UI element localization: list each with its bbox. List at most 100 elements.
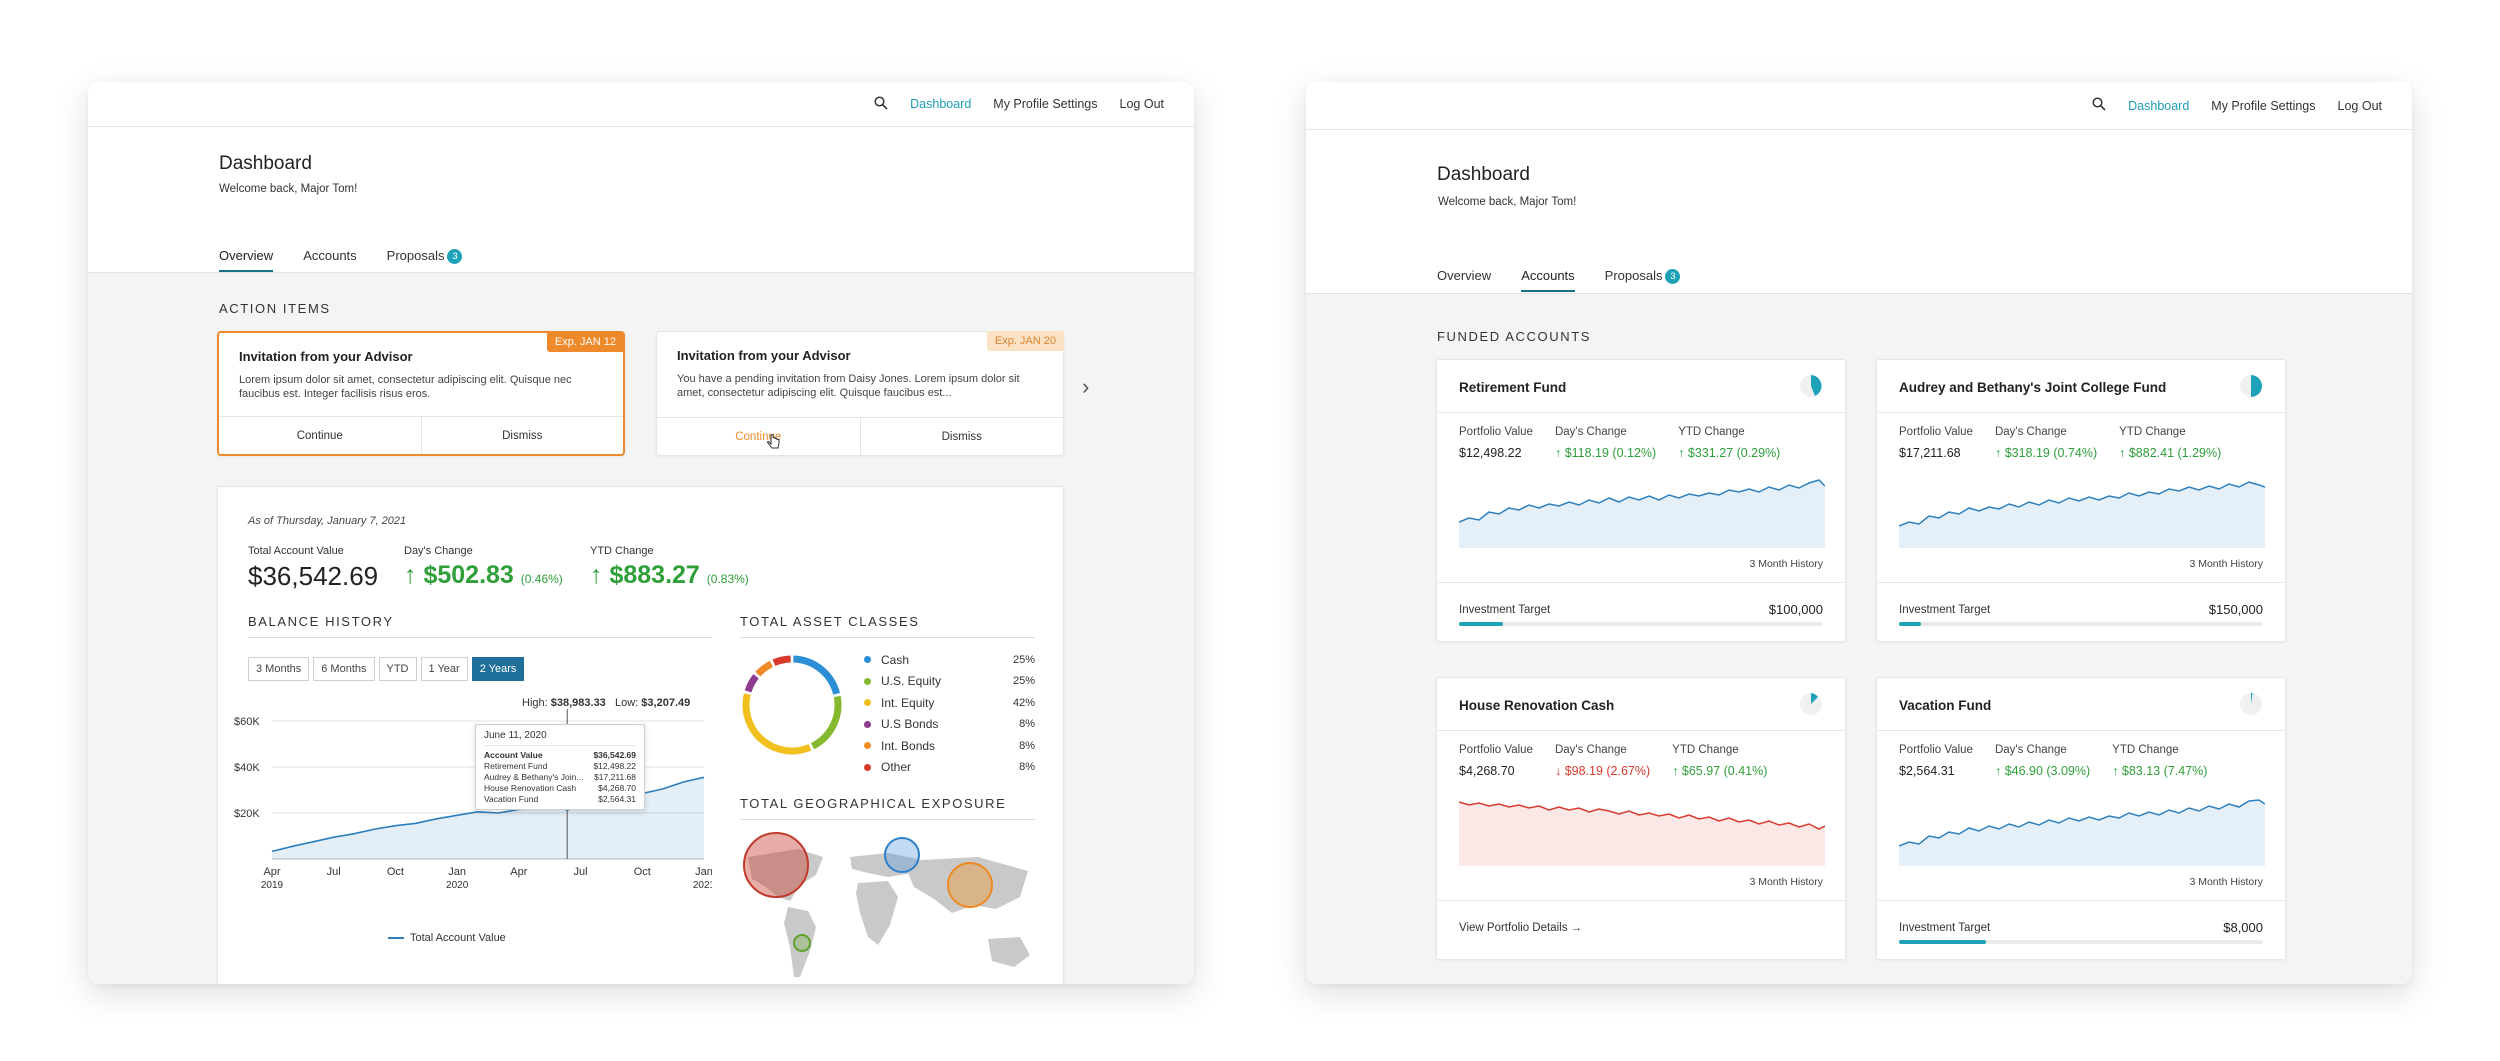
investment-target-value: $150,000 [2208,602,2263,617]
portfolio-value-stat: Portfolio Value $17,211.68 [1899,426,1973,460]
nav-profile-link[interactable]: My Profile Settings [993,97,1098,111]
world-map[interactable] [738,827,1038,984]
tab-accounts[interactable]: Accounts [303,248,356,270]
stat-label: YTD Change [1672,744,1739,756]
expiry-badge: Exp. JAN 20 [986,331,1064,351]
stat-label: YTD Change [2112,744,2179,756]
divider [1437,730,1845,731]
investment-target-label: Investment Target [1459,604,1551,616]
range-2-years-button[interactable]: 2 Years [471,657,525,681]
geo-exposure-heading: TOTAL GEOGRAPHICAL EXPOSURE [740,796,1007,811]
target-progress-bar [1899,622,2263,626]
balance-history-heading: BALANCE HISTORY [248,614,394,629]
tab-accounts[interactable]: Accounts [1521,268,1576,292]
history-label: 3 Month History [2189,876,2263,888]
ytd-change-stat: YTD Change ↑ $331.27 (0.29%) [1678,426,1780,460]
legend-item-pct: 8% [1019,718,1035,731]
view-portfolio-details-label: View Portfolio Details [1459,922,1568,934]
range-1-year-button[interactable]: 1 Year [420,657,468,681]
stat-value: $17,211.68 [1899,446,1961,460]
sparkline-chart [1899,481,2265,548]
bubble-asia[interactable] [947,862,993,908]
divider [248,637,712,638]
carousel-next-icon[interactable]: › [1082,374,1090,399]
tab-proposals[interactable]: Proposals 3 [1605,268,1681,290]
nav-profile-link[interactable]: My Profile Settings [2211,98,2316,113]
history-label: 3 Month History [1749,876,1823,888]
bubble-europe[interactable] [884,837,920,873]
action-item-title: Invitation from your Advisor [677,348,851,363]
account-card[interactable]: Vacation Fund Portfolio Value $2,564.31 D… [1876,677,2286,960]
legend-label: Total Account Value [410,932,506,944]
target-progress-bar [1899,940,2263,944]
stat-label: Portfolio Value [1899,426,1973,438]
divider [1437,900,1845,901]
nav-logout-link[interactable]: Log Out [1119,97,1164,111]
x-tick-label: Oct [634,866,651,878]
nav-dashboard-link[interactable]: Dashboard [2128,98,2190,113]
account-card[interactable]: Audrey and Bethany's Joint College Fund … [1876,359,2286,642]
tab-accounts-label: Accounts [303,248,357,263]
nav-dashboard-link[interactable]: Dashboard [910,97,972,111]
legend-item: Int. Bonds 8% [864,735,1035,757]
account-card[interactable]: Retirement Fund Portfolio Value $12,498.2… [1436,359,1846,642]
divider [1877,582,2285,583]
view-all-holdings-link[interactable]: ☰ View All Holdings [580,983,682,984]
divider [1877,900,2285,901]
day-change-value: ↑ $502.83 (0.46%) [404,561,563,589]
tooltip-row-label: Retirement Fund [484,761,548,771]
continue-button[interactable]: Continue [296,429,343,442]
day-change-amount: $502.83 [423,561,514,589]
investment-target-label: Investment Target [1899,604,1991,616]
stat-value: ↑ $882.41 (1.29%) [2119,446,2222,460]
tab-proposals-label: Proposals [386,248,445,263]
history-label: 3 Month History [1749,558,1823,570]
nav-logout-link[interactable]: Log Out [2337,98,2382,113]
tab-overview[interactable]: Overview [1437,268,1491,290]
legend-item-pct: 25% [1012,653,1035,666]
dismiss-button[interactable]: Dismiss [420,417,624,454]
tab-overview-label: Overview [1437,268,1492,283]
x-tick-label: Jul [574,866,588,878]
divider [1877,730,2285,731]
dismiss-button[interactable]: Dismiss [859,418,1064,455]
range-6-months-button[interactable]: 6 Months [313,657,375,681]
ytd-change-stat: YTD Change ↑ $882.41 (1.29%) [2119,426,2221,460]
account-card[interactable]: House Renovation Cash Portfolio Value $4,… [1436,677,1846,960]
asset-classes-donut[interactable] [738,651,846,759]
tab-proposals[interactable]: Proposals 3 [387,248,463,270]
search-icon[interactable] [2092,97,2106,114]
chart-tooltip: June 11, 2020 Account Value $36,542.69 Re… [475,724,645,810]
page-header: Dashboard Welcome back, Major Tom! Overv… [1306,130,2412,294]
view-portfolio-details-link[interactable]: View Portfolio Details → [1459,922,1583,934]
continue-button[interactable]: Continue [735,430,782,443]
legend-item-name: U.S Bonds [881,717,939,732]
stat-label: Day's Change [1994,426,2067,438]
divider [740,637,1035,638]
range-3-months-button[interactable]: 3 Months [248,657,310,681]
accounts-window: Dashboard My Profile Settings Log Out Da… [1306,82,2412,984]
page-title: Dashboard [219,153,312,174]
balance-history-chart[interactable]: $20K $40K $60K Apr 2019 Jul Oct Jan 2020 Apr Jul Oc… [232,709,712,909]
divider [484,745,636,746]
tooltip-row: House Renovation Cash $4,268.70 [484,783,636,794]
bubble-south-america[interactable] [793,934,811,952]
tab-overview[interactable]: Overview [219,248,274,272]
divider [1877,412,2285,413]
sparkline-chart [1899,799,2265,866]
legend-item-name: Int. Bonds [881,738,936,753]
search-icon[interactable] [874,95,888,113]
account-name: Retirement Fund [1459,380,1567,395]
account-name: Audrey and Bethany's Joint College Fund [1899,380,2167,395]
tooltip-row-value: $36,542.69 [593,750,636,760]
account-name: House Renovation Cash [1459,698,1615,713]
legend-item-name: Cash [881,652,910,667]
stat-value: ↑ $331.27 (0.29%) [1678,446,1781,460]
target-progress-fill [1899,940,1987,944]
bubble-north-america[interactable] [743,832,809,898]
top-nav-bar: Dashboard My Profile Settings Log Out [1306,82,2412,130]
chart-legend: Total Account Value [388,932,506,944]
stat-label: YTD Change [2119,426,2186,438]
tab-accounts-label: Accounts [1521,268,1575,283]
range-ytd-button[interactable]: YTD [378,657,417,681]
